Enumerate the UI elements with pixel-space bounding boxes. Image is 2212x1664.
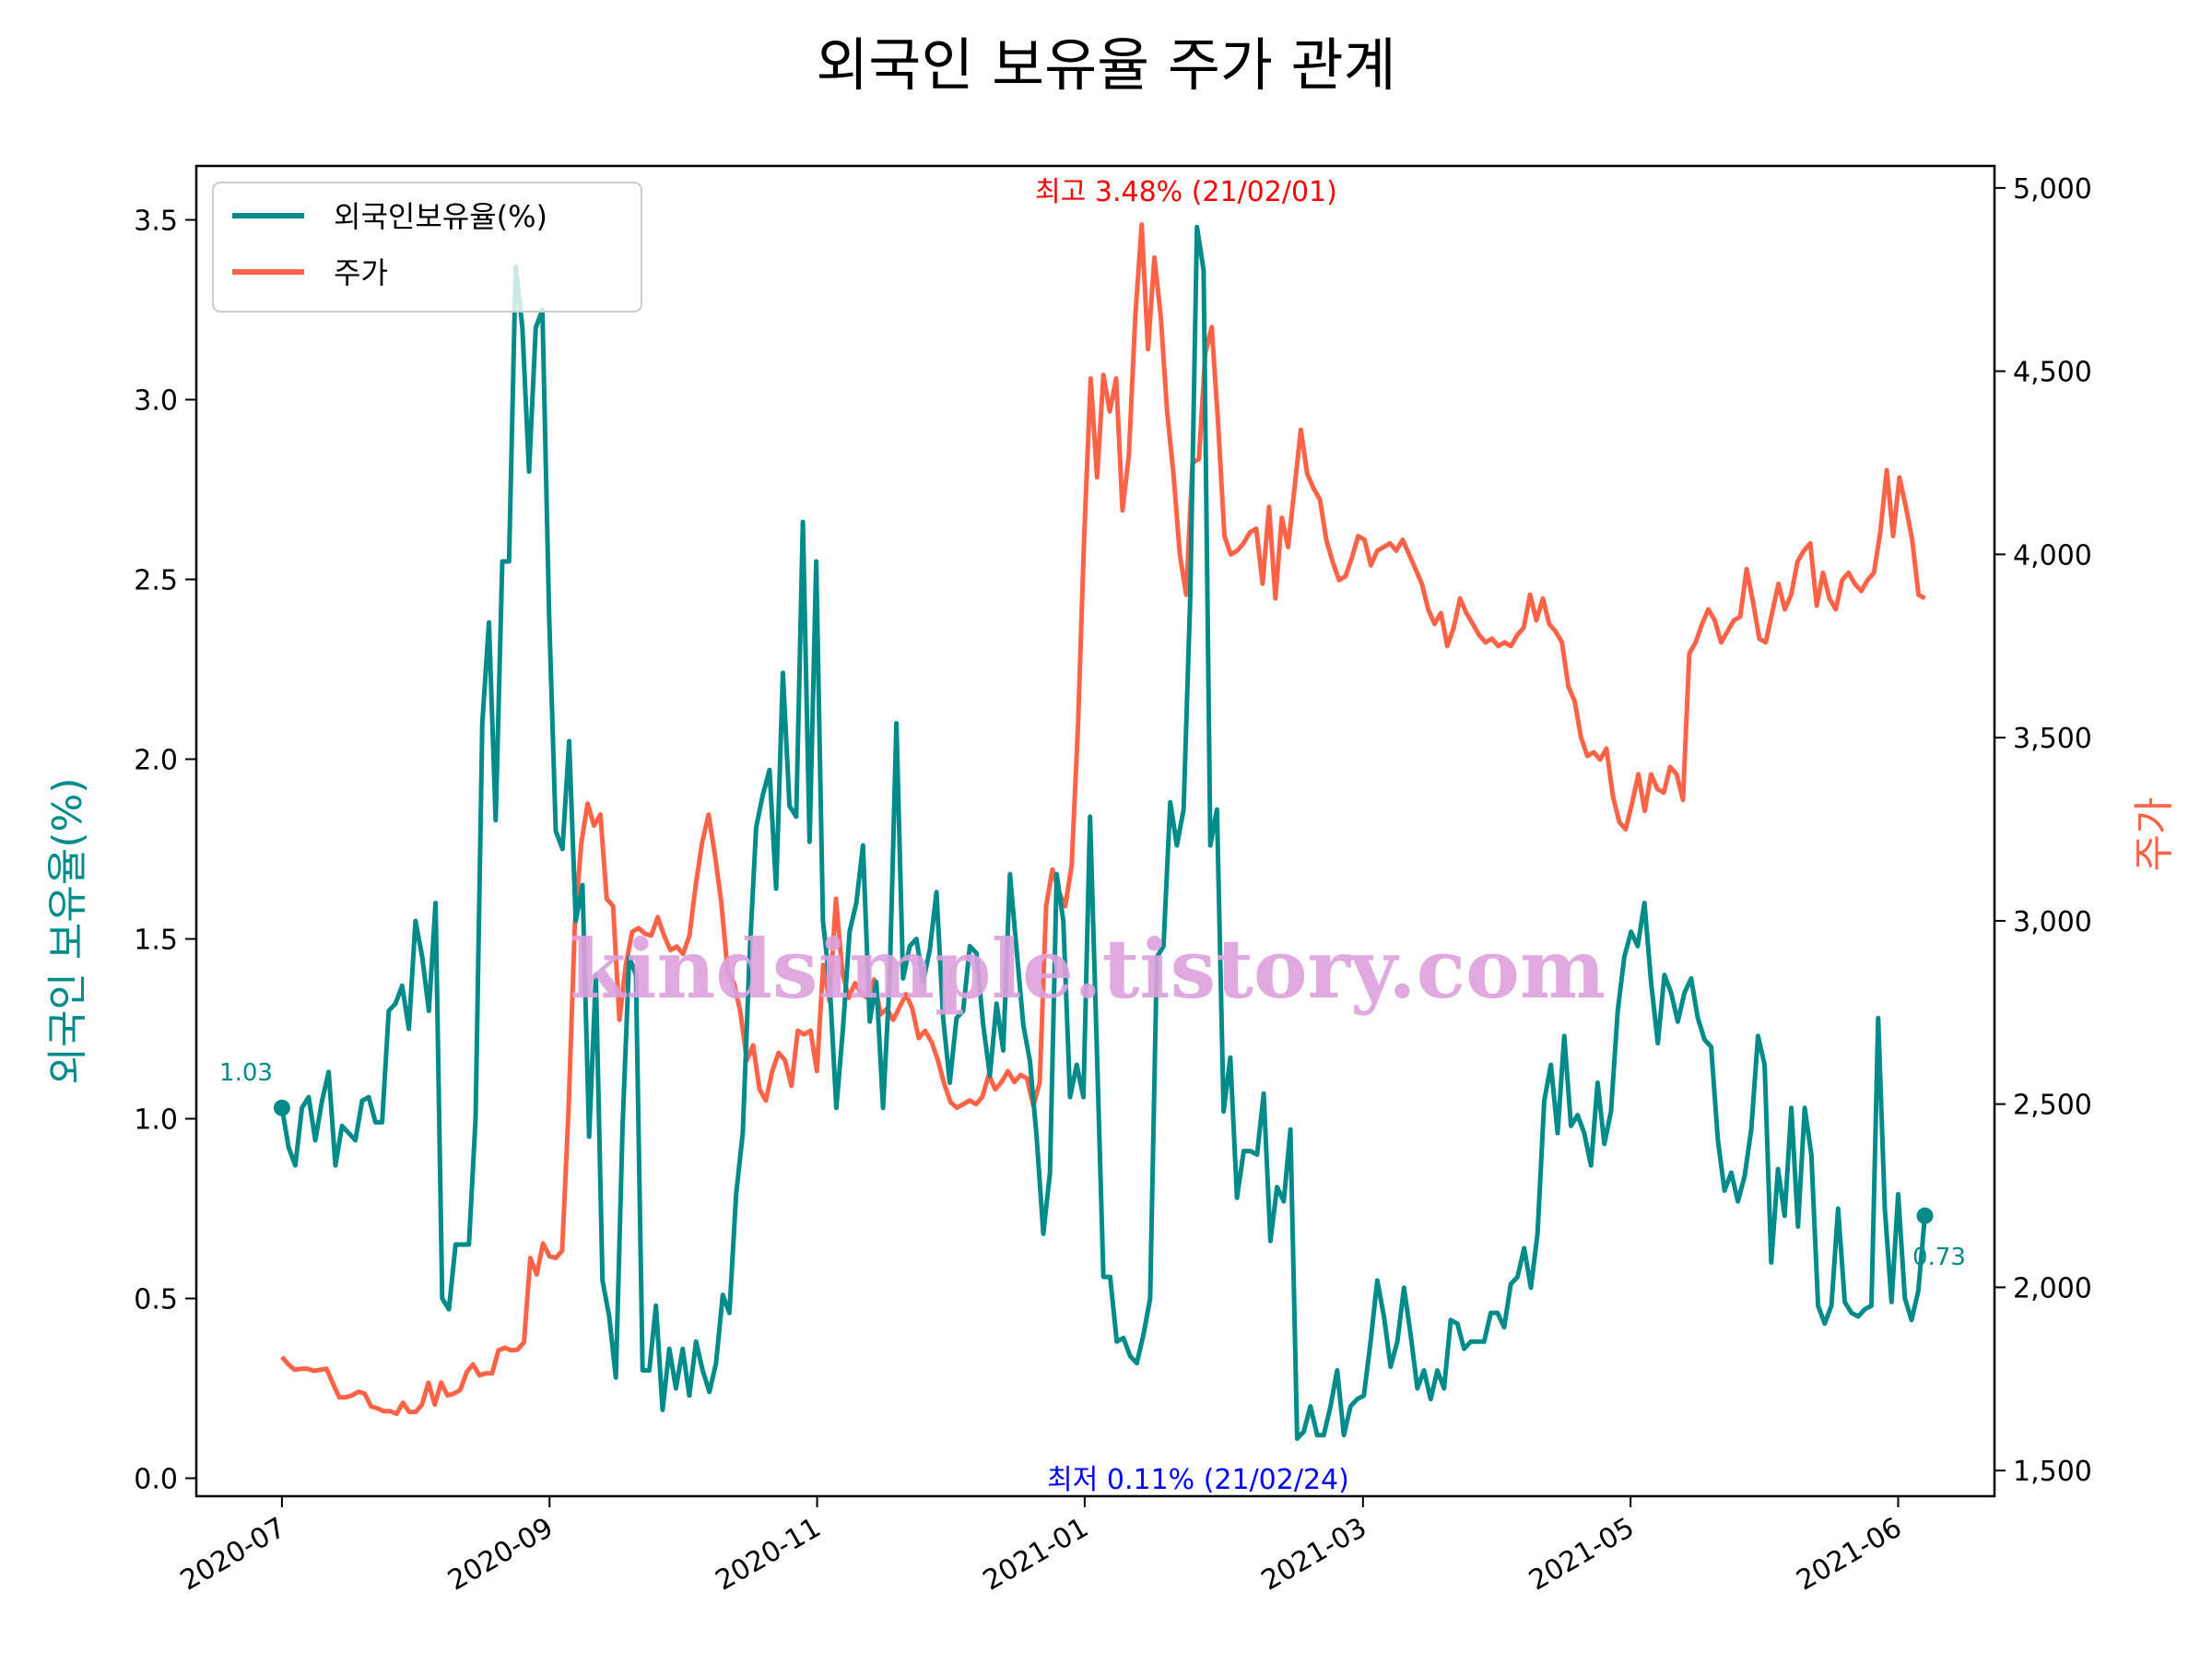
y-right-tick-label: 2,000 xyxy=(2013,1272,2092,1304)
max-annotation: 최고 3.48% (21/02/01) xyxy=(1035,176,1337,208)
start-marker xyxy=(273,1099,290,1116)
y-right-tick-label: 3,000 xyxy=(2013,906,2092,938)
series-line-price xyxy=(280,222,1926,1417)
end-value-label: 0.73 xyxy=(1912,1244,1966,1271)
y-left-tick-label: 1.0 xyxy=(134,1104,178,1137)
y-left-tick-label: 2.5 xyxy=(134,565,178,597)
y-right-tick-label: 4,500 xyxy=(2013,357,2092,389)
watermark: kindsimple.tistory.com xyxy=(570,921,1606,1017)
y-right-tick-label: 1,500 xyxy=(2013,1456,2092,1488)
y-right-tick-label: 2,500 xyxy=(2013,1090,2092,1122)
plot-lines xyxy=(279,222,1927,1442)
end-marker xyxy=(1916,1207,1934,1224)
chart-title: 외국인 보유율 주가 관계 xyxy=(816,31,1396,99)
legend-label-foreign: 외국인보유율(%) xyxy=(334,199,547,234)
y-left-tick-label: 3.0 xyxy=(134,385,178,418)
legend-label-price: 주가 xyxy=(334,255,388,290)
y-left-tick-label: 1.5 xyxy=(134,925,178,957)
min-annotation: 최저 0.11% (21/02/24) xyxy=(1047,1464,1349,1496)
y-right-tick-label: 4,000 xyxy=(2013,539,2092,572)
series-line-foreign xyxy=(279,224,1927,1442)
plot-frame xyxy=(194,164,1996,1498)
y-left-tick-label: 0.5 xyxy=(134,1284,178,1316)
y-axis-left-label: 외국인 보유율(%) xyxy=(44,777,91,1084)
y-axis-right-label: 주가 xyxy=(2131,797,2178,872)
y-right-tick-label: 5,000 xyxy=(2013,173,2092,206)
y-axis-right: 1,500 2,000 2,500 3,000 3,500 4,000 4,500 5,000 xyxy=(1994,173,2092,1488)
y-left-tick-label: 2.0 xyxy=(134,745,178,777)
y-left-tick-label: 3.5 xyxy=(134,206,178,238)
legend: 외국인보유율(%) 주가 xyxy=(212,182,642,313)
y-axis-left: 0.0 0.5 1.0 1.5 2.0 2.5 3.0 3.5 xyxy=(134,206,196,1496)
start-value-label: 1.03 xyxy=(219,1059,273,1087)
y-left-tick-label: 0.0 xyxy=(134,1464,178,1496)
plot-markers xyxy=(273,1099,1934,1224)
y-right-tick-label: 3,500 xyxy=(2013,723,2092,755)
legend-box xyxy=(212,182,642,313)
